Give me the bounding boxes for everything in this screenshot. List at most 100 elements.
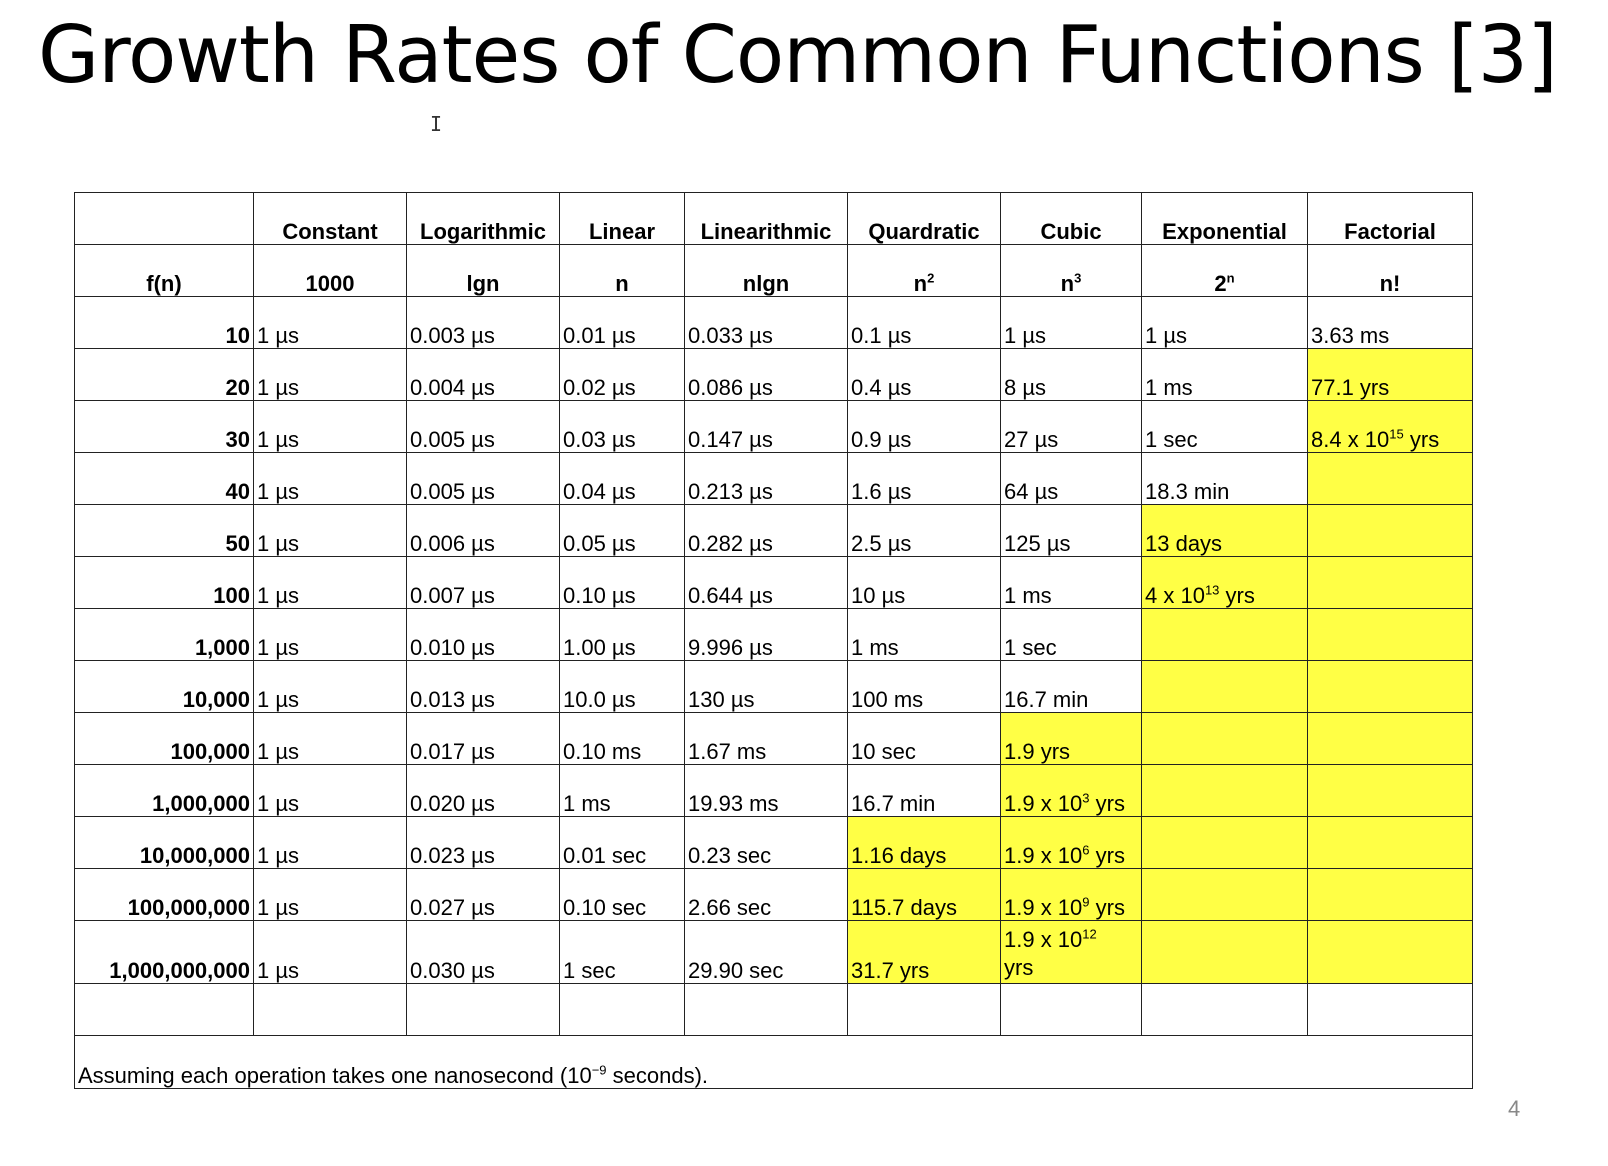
cell-cubic: 1.9 x 106 yrs (1000, 816, 1142, 869)
cell-linear: 0.04 µs (559, 452, 685, 505)
table-row: 10,000,000 1 µs 0.023 µs 0.01 sec 0.23 sec 1.… (74, 816, 1473, 869)
category-header-row: Constant Logarithmic Linear Linearithmic… (74, 192, 1473, 245)
cell-cubic: 125 µs (1000, 504, 1142, 557)
cell-exponential (1141, 920, 1308, 984)
table-row: 1,000,000,000 1 µs 0.030 µs 1 sec 29.90 sec 3… (74, 920, 1473, 984)
function-header-row: f(n) 1000 lgn n nlgn n2 n3 2n n! (74, 244, 1473, 297)
cell-logarithmic: 0.023 µs (406, 816, 560, 869)
cell-cubic: 27 µs (1000, 400, 1142, 453)
cell-cubic: 1 sec (1000, 608, 1142, 661)
cell-quadratic: 10 µs (847, 556, 1001, 609)
table-row: 100,000,000 1 µs 0.027 µs 0.10 sec 2.66 sec 1… (74, 868, 1473, 921)
cell-factorial: 77.1 yrs (1307, 348, 1473, 401)
cell-linear: 1 sec (559, 920, 685, 984)
cell-constant: 1 µs (253, 608, 407, 661)
text-cursor-icon: I (430, 112, 443, 136)
cell-quadratic: 115.7 days (847, 868, 1001, 921)
cell-factorial (1307, 868, 1473, 921)
cell-linearithmic: 130 µs (684, 660, 848, 713)
fn-label: f(n) (74, 244, 254, 297)
table-body: 10 1 µs 0.003 µs 0.01 µs 0.033 µs 0.1 µs 1 µs 1… (74, 296, 1473, 984)
cell-linear: 1.00 µs (559, 608, 685, 661)
n-value: 1,000,000 (74, 764, 254, 817)
fn-factorial: n! (1307, 244, 1473, 297)
cell-quadratic: 0.4 µs (847, 348, 1001, 401)
cell-exponential (1141, 608, 1308, 661)
cell-cubic: 1 ms (1000, 556, 1142, 609)
cell-exponential (1141, 816, 1308, 869)
cell-factorial (1307, 712, 1473, 765)
col-header: Factorial (1307, 192, 1473, 245)
cell-logarithmic: 0.004 µs (406, 348, 560, 401)
cell-logarithmic: 0.006 µs (406, 504, 560, 557)
n-value: 100,000,000 (74, 868, 254, 921)
cell-constant: 1 µs (253, 296, 407, 349)
cell-exponential: 4 x 1013 yrs (1141, 556, 1308, 609)
cell-linear: 0.10 sec (559, 868, 685, 921)
n-value: 50 (74, 504, 254, 557)
cell-constant: 1 µs (253, 712, 407, 765)
cell-exponential: 18.3 min (1141, 452, 1308, 505)
n-value: 1,000,000,000 (74, 920, 254, 984)
cell-linearithmic: 29.90 sec (684, 920, 848, 984)
cell-linearithmic: 0.086 µs (684, 348, 848, 401)
cell-factorial (1307, 764, 1473, 817)
cell-constant: 1 µs (253, 452, 407, 505)
fn-constant: 1000 (253, 244, 407, 297)
cell-factorial (1307, 452, 1473, 505)
cell-exponential (1141, 660, 1308, 713)
cell-exponential (1141, 764, 1308, 817)
table-row: 20 1 µs 0.004 µs 0.02 µs 0.086 µs 0.4 µs 8 µs 1… (74, 348, 1473, 401)
cell-linearithmic: 0.033 µs (684, 296, 848, 349)
cell-quadratic: 1.16 days (847, 816, 1001, 869)
cell-constant: 1 µs (253, 764, 407, 817)
cell-factorial (1307, 608, 1473, 661)
cell-quadratic: 31.7 yrs (847, 920, 1001, 984)
cell-constant: 1 µs (253, 868, 407, 921)
cell-linearithmic: 0.282 µs (684, 504, 848, 557)
cell-constant: 1 µs (253, 348, 407, 401)
table-row: 10 1 µs 0.003 µs 0.01 µs 0.033 µs 0.1 µs 1 µs 1… (74, 296, 1473, 349)
cell-quadratic: 100 ms (847, 660, 1001, 713)
cell-logarithmic: 0.027 µs (406, 868, 560, 921)
cell-quadratic: 16.7 min (847, 764, 1001, 817)
cell-linear: 0.01 sec (559, 816, 685, 869)
n-value: 100,000 (74, 712, 254, 765)
cell-logarithmic: 0.017 µs (406, 712, 560, 765)
page-number: 4 (1508, 1096, 1521, 1121)
cell-exponential: 1 µs (1141, 296, 1308, 349)
n-value: 100 (74, 556, 254, 609)
fn-linearithmic: nlgn (684, 244, 848, 297)
col-header: Linear (559, 192, 685, 245)
cell-cubic: 16.7 min (1000, 660, 1142, 713)
footnote: Assuming each operation takes one nanose… (74, 1035, 1473, 1089)
cell-factorial (1307, 816, 1473, 869)
col-header: Exponential (1141, 192, 1308, 245)
slide-title: Growth Rates of Common Functions [3] (38, 9, 1558, 101)
cell-cubic: 64 µs (1000, 452, 1142, 505)
col-header: Linearithmic (684, 192, 848, 245)
cell-constant: 1 µs (253, 400, 407, 453)
cell-exponential: 13 days (1141, 504, 1308, 557)
cell-exponential: 1 sec (1141, 400, 1308, 453)
n-value: 20 (74, 348, 254, 401)
cell-logarithmic: 0.013 µs (406, 660, 560, 713)
cell-cubic: 1.9 yrs (1000, 712, 1142, 765)
cell-linearithmic: 9.996 µs (684, 608, 848, 661)
n-value: 1,000 (74, 608, 254, 661)
table-row: 50 1 µs 0.006 µs 0.05 µs 0.282 µs 2.5 µs 125 µ… (74, 504, 1473, 557)
cell-constant: 1 µs (253, 816, 407, 869)
col-header: Logarithmic (406, 192, 560, 245)
cell-exponential (1141, 868, 1308, 921)
cell-logarithmic: 0.030 µs (406, 920, 560, 984)
n-value: 40 (74, 452, 254, 505)
fn-exponential: 2n (1141, 244, 1308, 297)
table-row: 30 1 µs 0.005 µs 0.03 µs 0.147 µs 0.9 µs 27 µs… (74, 400, 1473, 453)
cell-linear: 0.03 µs (559, 400, 685, 453)
n-value: 10,000 (74, 660, 254, 713)
blank-row (74, 983, 1473, 1036)
cell-factorial (1307, 504, 1473, 557)
col-header: Cubic (1000, 192, 1142, 245)
cell-quadratic: 2.5 µs (847, 504, 1001, 557)
cell-exponential: 1 ms (1141, 348, 1308, 401)
